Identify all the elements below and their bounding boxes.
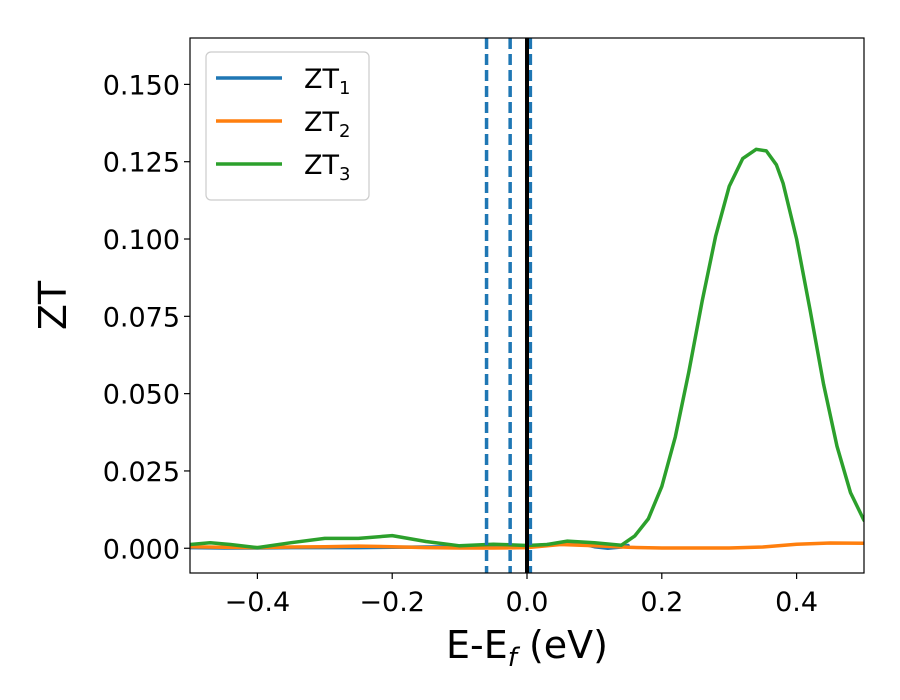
y-tick-label: 0.000: [103, 534, 180, 565]
x-tick-label: 0.4: [775, 587, 818, 618]
axis-ticks: −0.4 −0.2 0.0 0.2 0.4 0.000 0.025 0.050 0.075 0.1…: [103, 70, 818, 618]
y-tick-label: 0.075: [103, 302, 180, 333]
legend-label-zt1: ZT1: [304, 64, 350, 99]
x-tick-label: 0.0: [506, 587, 549, 618]
legend-label-zt2: ZT2: [304, 107, 350, 142]
y-tick-label: 0.100: [103, 225, 180, 256]
y-axis-label: ZT: [31, 280, 75, 330]
x-tick-label: 0.2: [640, 587, 683, 618]
legend: ZT1 ZT2 ZT3: [205, 51, 370, 201]
y-tick-label: 0.025: [103, 457, 180, 488]
series-line-zt3: [190, 147, 864, 550]
y-tick-label: 0.125: [103, 148, 180, 179]
x-axis-label: E-Ef (eV): [446, 623, 608, 673]
x-tick-label: −0.2: [359, 587, 425, 618]
legend-label-zt3: ZT3: [304, 150, 350, 185]
x-axis-label-unit: (eV): [517, 623, 608, 667]
x-tick-label: −0.4: [225, 587, 291, 618]
y-tick-label: 0.050: [103, 380, 180, 411]
x-axis-label-main: E-E: [446, 623, 508, 667]
plot-content: [190, 38, 864, 573]
y-tick-label: 0.150: [103, 70, 180, 101]
